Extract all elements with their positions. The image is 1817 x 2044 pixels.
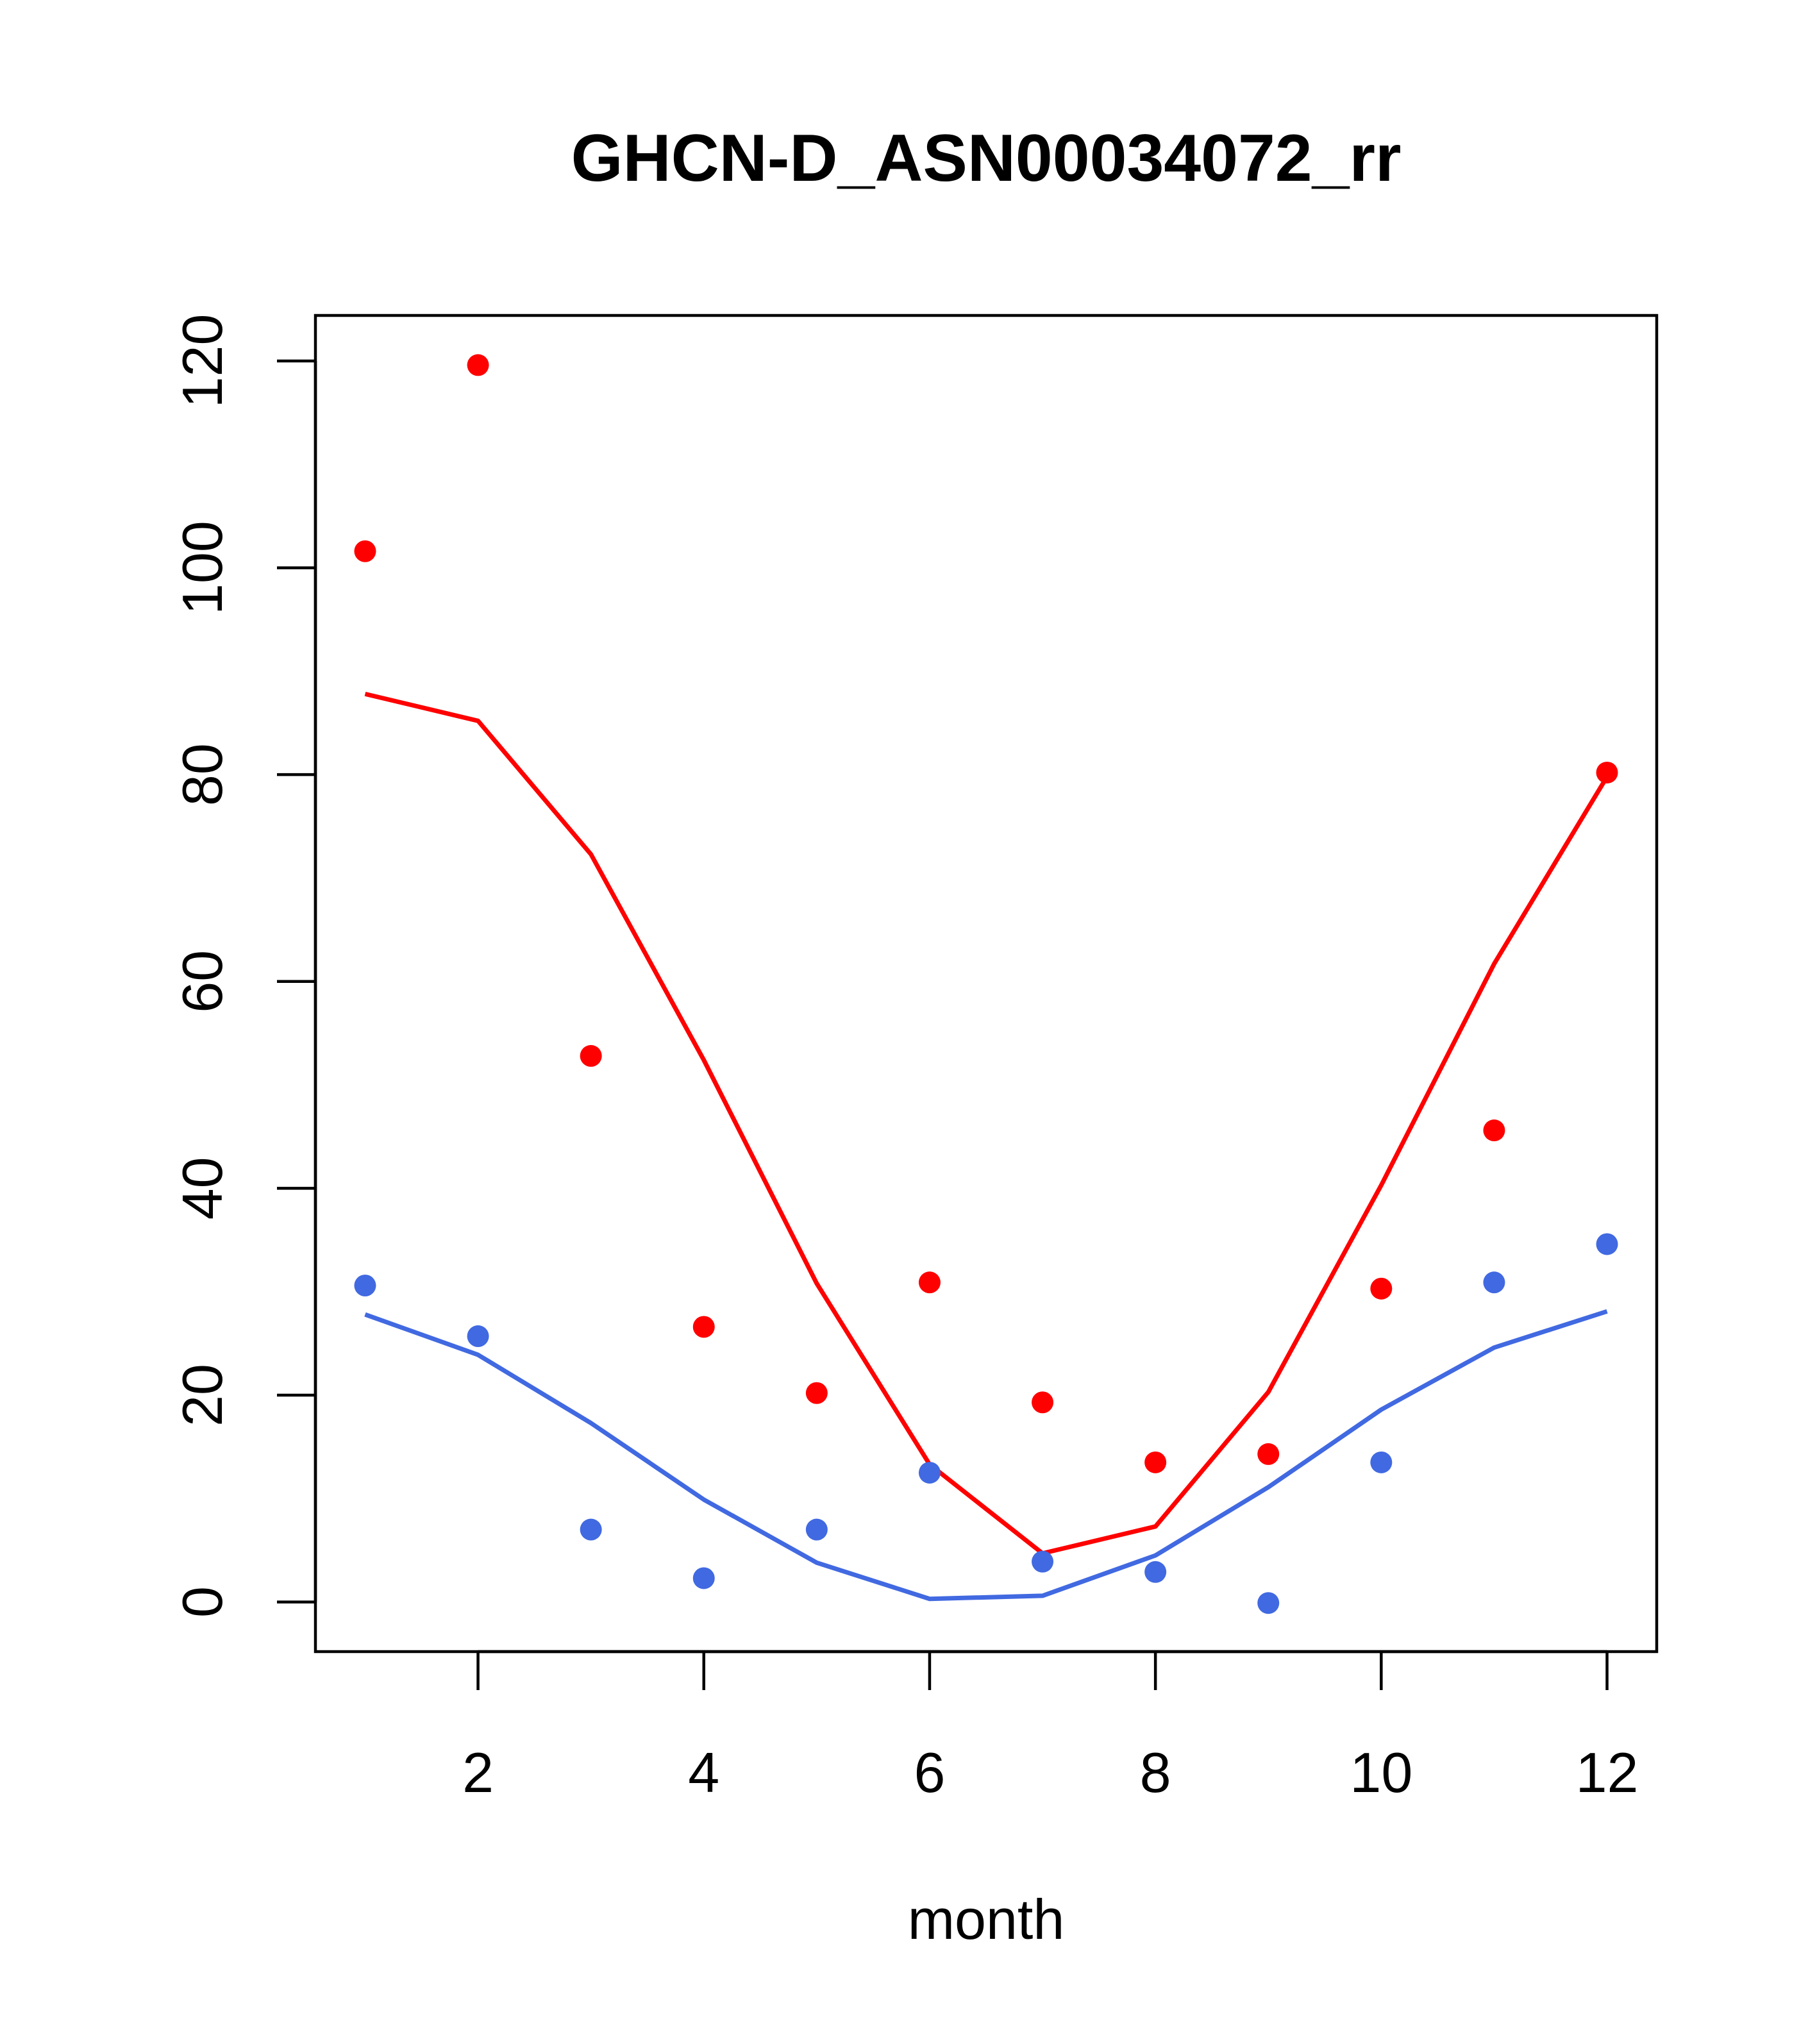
series-layer bbox=[354, 354, 1618, 1614]
high-points-marker-5 bbox=[805, 1382, 828, 1404]
low-points-marker-12 bbox=[1596, 1233, 1618, 1255]
x-tick-label-6: 6 bbox=[914, 1741, 945, 1804]
high-points-marker-1 bbox=[354, 540, 376, 562]
high-points-marker-12 bbox=[1596, 761, 1618, 783]
x-tick-label-10: 10 bbox=[1350, 1741, 1412, 1804]
y-tick-label-40: 40 bbox=[171, 1157, 234, 1219]
y-tick-label-120: 120 bbox=[171, 314, 234, 408]
high-line-series bbox=[364, 691, 1609, 1556]
high-points-marker-11 bbox=[1483, 1119, 1505, 1142]
x-tick-label-2: 2 bbox=[462, 1741, 494, 1804]
x-axis-label: month bbox=[908, 1888, 1065, 1951]
low-points-marker-7 bbox=[1032, 1550, 1054, 1573]
low-points-marker-10 bbox=[1370, 1451, 1393, 1473]
high-points-marker-6 bbox=[918, 1271, 941, 1294]
high-points-marker-9 bbox=[1257, 1443, 1280, 1465]
high-points-marker-7 bbox=[1032, 1391, 1054, 1414]
chart-title: GHCN-D_ASN00034072_rr bbox=[571, 121, 1402, 196]
y-tick-label-20: 20 bbox=[171, 1364, 234, 1427]
x-tick-label-8: 8 bbox=[1140, 1741, 1171, 1804]
low-points-marker-1 bbox=[354, 1274, 376, 1296]
low-line-series bbox=[364, 1309, 1608, 1602]
y-tick-label-100: 100 bbox=[171, 521, 234, 615]
high-points-marker-3 bbox=[580, 1044, 602, 1067]
low-points-marker-6 bbox=[918, 1461, 941, 1484]
x-tick-label-12: 12 bbox=[1576, 1741, 1639, 1804]
low-points-marker-8 bbox=[1144, 1561, 1167, 1583]
high-points-marker-2 bbox=[467, 354, 489, 376]
low-points-marker-9 bbox=[1257, 1592, 1280, 1614]
low-points-marker-11 bbox=[1483, 1271, 1505, 1294]
high-points-marker-10 bbox=[1370, 1277, 1393, 1300]
y-tick-label-60: 60 bbox=[171, 950, 234, 1013]
y-tick-label-0: 0 bbox=[171, 1586, 234, 1618]
x-tick-label-4: 4 bbox=[688, 1741, 719, 1804]
high-points-marker-8 bbox=[1144, 1451, 1167, 1473]
plot-frame bbox=[314, 314, 1659, 1654]
low-points-marker-4 bbox=[692, 1567, 715, 1589]
low-points-marker-2 bbox=[467, 1325, 489, 1348]
high-points-marker-4 bbox=[692, 1316, 715, 1338]
low-points-marker-5 bbox=[805, 1518, 828, 1541]
y-tick-label-80: 80 bbox=[171, 743, 234, 806]
low-points-marker-3 bbox=[580, 1518, 602, 1541]
